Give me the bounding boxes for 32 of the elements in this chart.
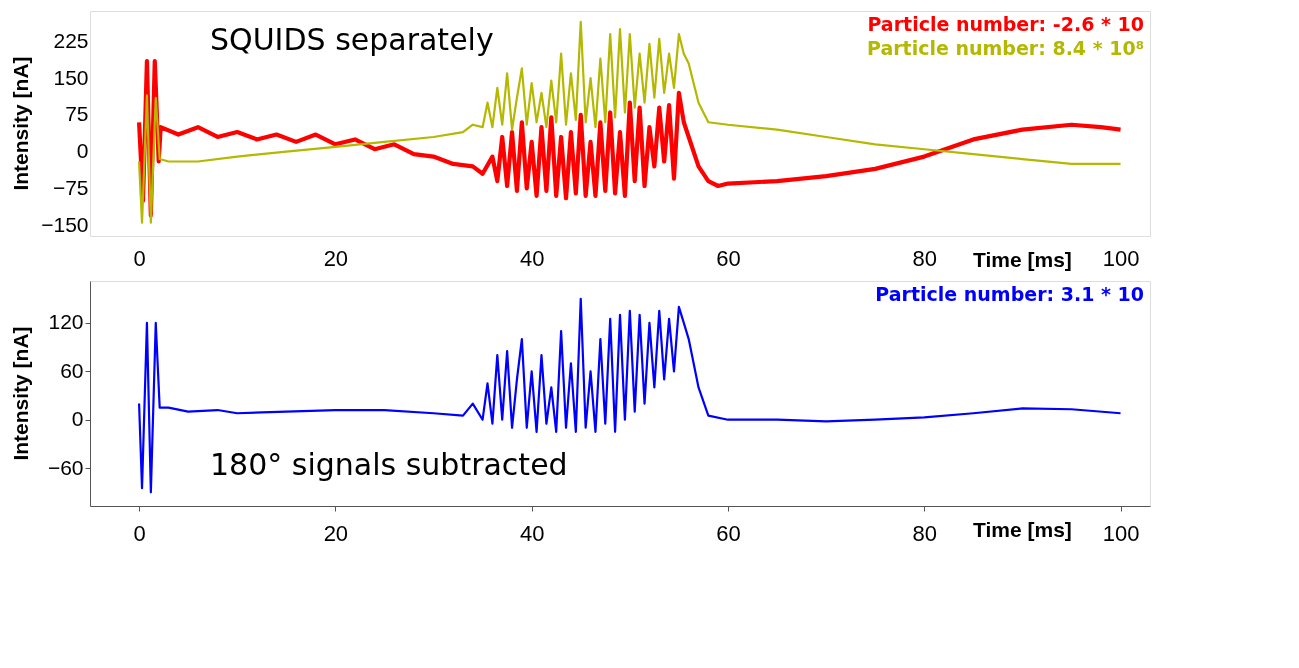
text: Particle number: 8.4 * 10⁸ — [867, 37, 1144, 59]
x-tick-label: 100 — [1102, 520, 1140, 546]
y-tick-label: 0 — [76, 139, 89, 163]
text: Particle number: 3.1 * 10 — [875, 283, 1144, 305]
annotation: SQUIDS separately — [210, 22, 494, 57]
x-tick-label: 40 — [519, 520, 545, 546]
y-tick-label: −75 — [52, 175, 89, 199]
y-tick-label: 225 — [53, 28, 89, 52]
line-series — [136, 58, 1123, 218]
x-axis-title: Time [ms] — [973, 248, 1072, 271]
y-tick-label: 150 — [53, 65, 89, 89]
y-tick-label: 60 — [60, 358, 84, 382]
x-tick-label: 0 — [133, 520, 146, 546]
x-axis-title: Time [ms] — [973, 518, 1072, 541]
x-tick-label: 0 — [133, 245, 146, 271]
x-tick-label: 80 — [912, 520, 937, 546]
x-tick-label: 60 — [716, 520, 741, 546]
text: Particle number: -2.6 * 10 — [867, 13, 1144, 35]
x-tick-label: 20 — [323, 245, 349, 271]
x-tick-label: 80 — [912, 245, 937, 271]
y-axis-title: Intensity [nA] — [9, 56, 32, 191]
y-axis-title: Intensity [nA] — [9, 326, 32, 461]
y-tick-label: 120 — [48, 310, 84, 334]
y-tick-label: −150 — [41, 212, 89, 236]
x-tick-label: 20 — [323, 520, 349, 546]
x-tick-label: 100 — [1102, 245, 1140, 271]
annotation: 180° signals subtracted — [210, 447, 568, 482]
y-tick-label: −60 — [47, 455, 84, 479]
x-tick-label: 40 — [519, 245, 545, 271]
x-tick-label: 60 — [716, 245, 741, 271]
y-tick-label: 75 — [65, 102, 89, 126]
y-tick-label: 0 — [71, 407, 84, 431]
